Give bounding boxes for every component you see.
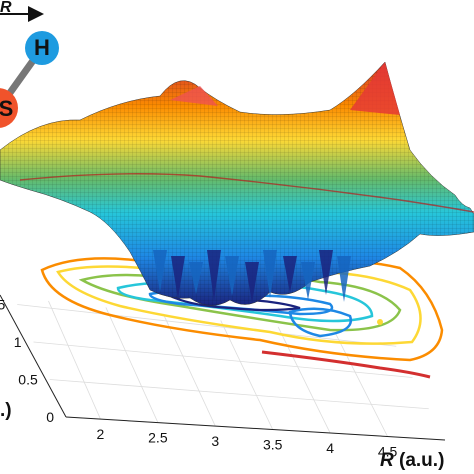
grid-line-x [220,320,274,430]
surface-spike [153,250,167,292]
grid-line-x [105,307,159,423]
molecule-inset: R H S [0,0,59,128]
surface-spike [301,262,315,300]
contour-red [261,350,431,379]
x-axis-title: R (a.u.) [380,450,444,471]
grid-line-x [335,333,388,437]
surface-spike [189,262,203,294]
sulfur-label: S [0,96,13,121]
grid-line-x [277,326,331,434]
y-tick-label: 1 [14,334,22,350]
surface-spikes [153,250,351,303]
hydrogen-label: H [34,35,50,60]
potential-surface [0,61,474,306]
r-arrow-label: R [0,0,12,16]
hydrogen-atom [25,31,59,65]
surface-spike [319,250,333,295]
x-tick-labels: 2 2.5 3 3.5 4 4.5 [97,426,398,459]
sulfur-atom [0,88,18,128]
surface-ridge [19,173,474,213]
x-tick-label: 2.5 [148,430,168,446]
surface-spike [283,256,297,293]
surface-spike [171,256,185,299]
surface-mesh [0,62,474,306]
contour-blue-2 [288,307,353,338]
y-tick-label: 1.5 [0,297,5,313]
grid-line-x [162,313,216,427]
surface-spike [263,250,277,298]
y-tick-label: 0 [46,409,54,425]
grid-line-y [49,379,429,410]
x-tick-label: 4 [326,440,334,456]
x-tick-label: 2 [97,426,105,442]
surface-peak-left [170,86,218,106]
x-tick-label: 3.5 [263,437,283,453]
grid-line-y [33,341,413,378]
axes [0,294,446,441]
surface-spike [225,256,239,296]
x-tick-label: 3 [211,433,219,449]
y-tick-labels: 0 0.5 1 1.5 [0,297,54,426]
surface-peak-right [350,62,400,115]
grid-line-x [48,300,101,420]
y-tick-label: 0.5 [18,372,38,388]
surface-spike [337,256,351,302]
surface-spike [245,262,259,303]
grid-line-y [17,304,397,347]
y-axis-line [0,294,67,418]
x-tick-label: 4.5 [378,444,398,460]
surface-spike [207,250,221,301]
contour-dot [377,319,383,325]
x-axis-line [65,416,446,441]
y-axis-title: .) [0,400,12,421]
